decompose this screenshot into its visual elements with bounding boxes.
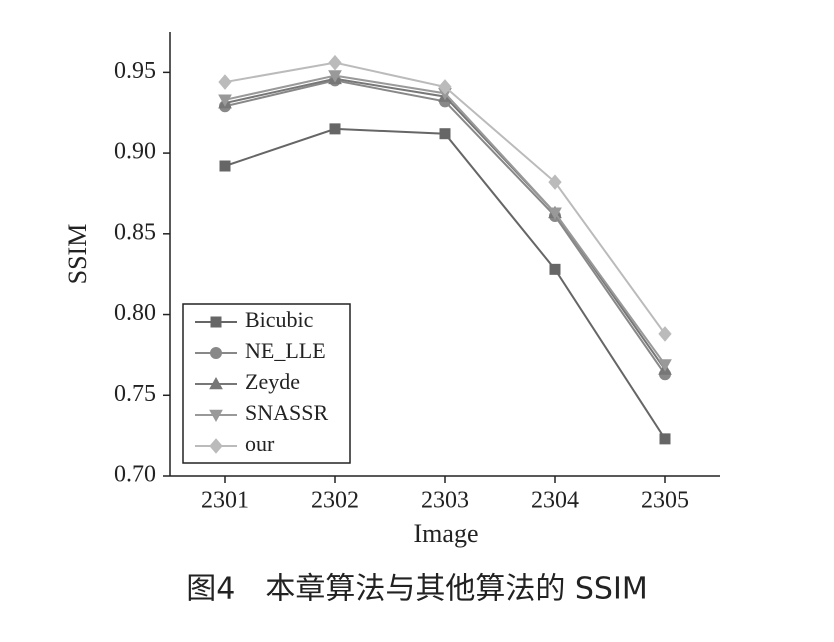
y-tick-label: 0.70 (114, 462, 156, 488)
legend-label: NE_LLE (245, 338, 326, 363)
legend-label: SNASSR (245, 400, 328, 425)
data-point (439, 128, 451, 140)
x-tick-label: 2305 (641, 488, 689, 514)
legend-label: Bicubic (245, 307, 314, 332)
x-tick-label: 2303 (421, 488, 469, 514)
y-tick-label: 0.80 (114, 300, 156, 326)
data-point (438, 79, 452, 95)
y-axis-label: SSIM (63, 224, 92, 285)
data-point (329, 123, 341, 135)
y-tick-label: 0.75 (114, 381, 156, 407)
x-axis-label: Image (414, 519, 479, 548)
legend-label: our (245, 431, 275, 456)
legend-label: Zeyde (245, 369, 300, 394)
y-tick-label: 0.85 (114, 219, 156, 245)
data-point (219, 160, 231, 172)
x-tick-label: 2302 (311, 488, 359, 514)
legend-marker (210, 316, 222, 328)
x-tick-label: 2301 (201, 488, 249, 514)
data-point (328, 70, 342, 83)
legend-marker (209, 376, 223, 390)
legend-marker (210, 347, 222, 359)
data-point (328, 54, 342, 71)
data-point (218, 94, 232, 107)
legend-marker (209, 438, 223, 454)
data-point (658, 326, 672, 342)
y-tick-label: 0.95 (114, 58, 156, 84)
y-tick-label: 0.90 (114, 139, 156, 165)
data-point (548, 207, 562, 220)
data-point (658, 359, 672, 372)
data-point (549, 263, 561, 275)
legend-marker (209, 409, 223, 423)
x-tick-label: 2304 (531, 488, 579, 514)
data-point (659, 433, 671, 445)
data-point (548, 174, 562, 190)
caption: 图4 本章算法与其他算法的 SSIM (186, 572, 647, 607)
data-point (218, 74, 232, 90)
